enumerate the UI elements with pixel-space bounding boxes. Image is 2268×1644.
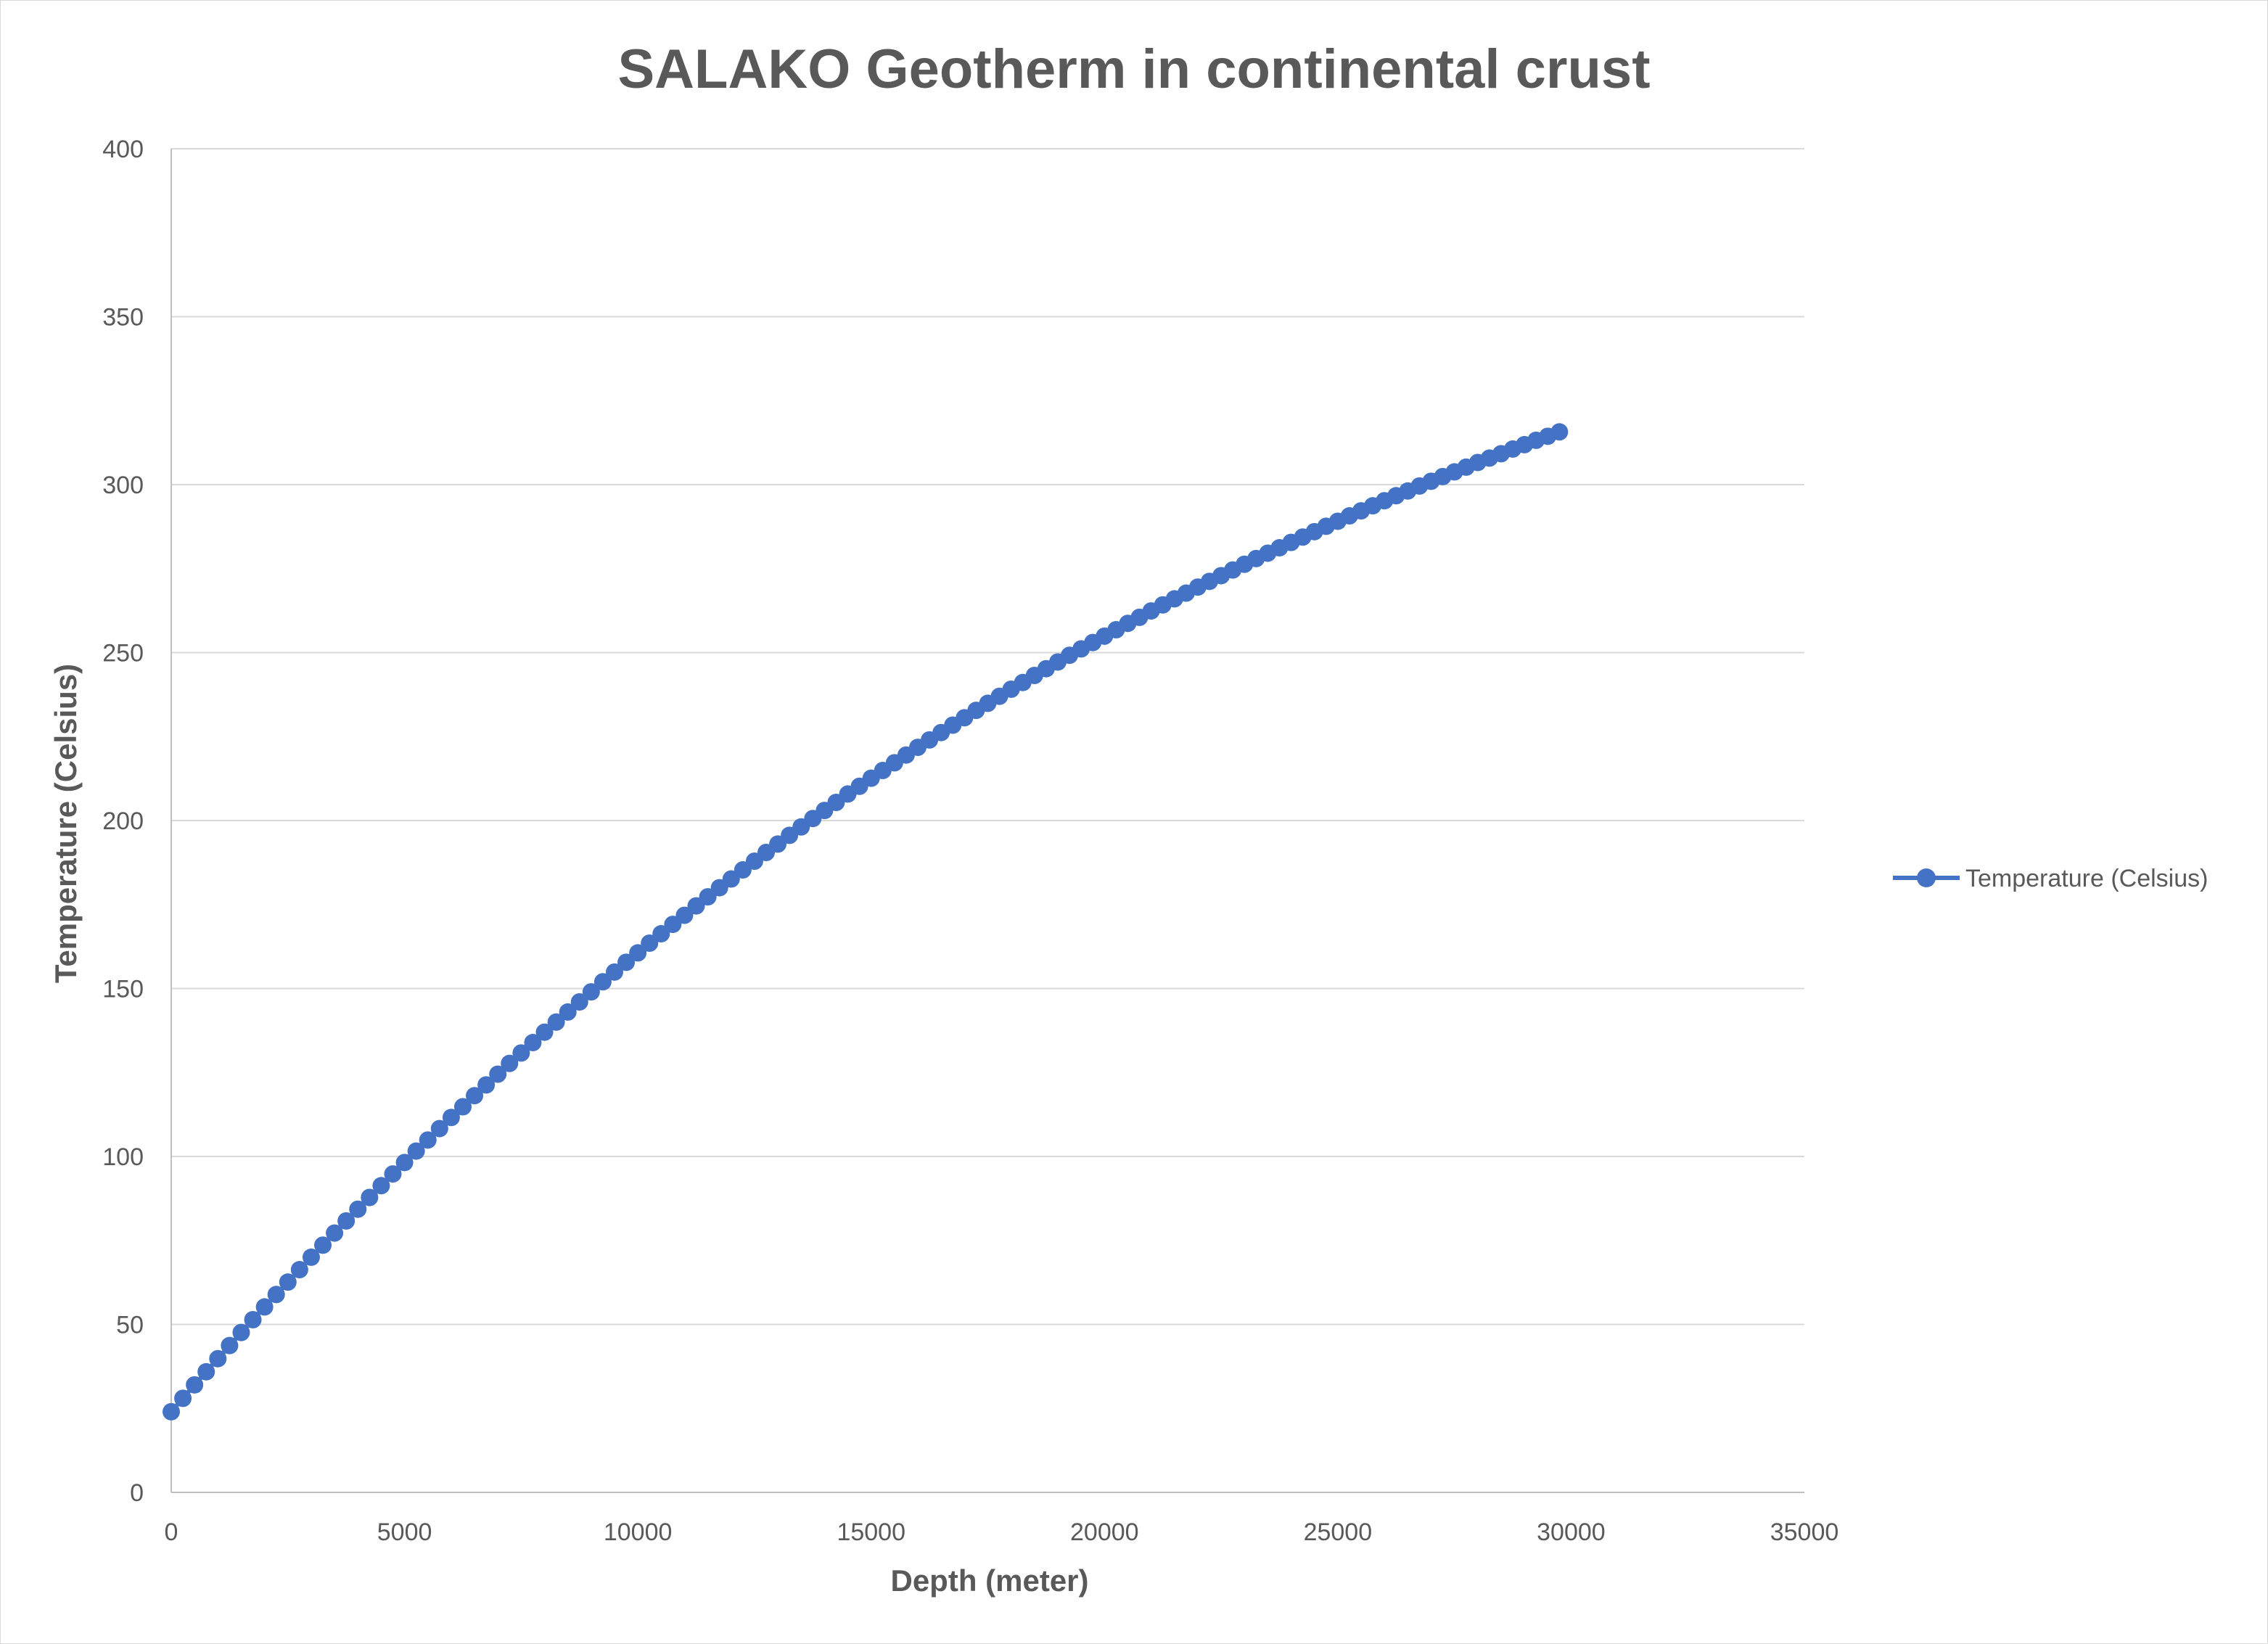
data-point (477, 1076, 496, 1094)
data-point (652, 925, 670, 943)
data-point (593, 973, 612, 991)
x-tick-label: 30000 (1537, 1518, 1606, 1546)
legend: Temperature (Celsius) (1893, 865, 2208, 892)
x-tick-label: 15000 (837, 1518, 905, 1546)
y-tick-label: 150 (102, 976, 144, 1003)
x-tick-label: 35000 (1770, 1518, 1839, 1546)
x-tick-label: 25000 (1304, 1518, 1373, 1546)
legend-marker-icon (1917, 868, 1936, 887)
axes (170, 149, 1804, 1493)
data-point (302, 1248, 320, 1266)
data-point (629, 944, 647, 962)
legend-label: Temperature (Celsius) (1965, 865, 2208, 892)
data-point (349, 1200, 367, 1218)
data-point (174, 1389, 192, 1407)
data-point (255, 1298, 274, 1316)
data-point (197, 1363, 215, 1381)
series-temperature (163, 423, 1569, 1421)
data-point (570, 993, 588, 1011)
data-point (395, 1154, 414, 1172)
data-point (209, 1349, 227, 1368)
data-point (384, 1165, 402, 1183)
data-point (337, 1212, 356, 1230)
data-point (361, 1188, 379, 1207)
data-point (535, 1023, 554, 1041)
data-point (163, 1402, 180, 1421)
y-tick-label: 250 (102, 640, 144, 667)
data-point (489, 1065, 507, 1083)
data-point (314, 1236, 332, 1254)
data-point (512, 1044, 530, 1062)
x-tick-labels: 0 5000 10000 15000 20000 25000 30000 35000 (165, 1518, 1839, 1546)
data-point (290, 1261, 308, 1279)
data-point (267, 1286, 285, 1304)
data-point (419, 1131, 437, 1149)
data-point (430, 1119, 448, 1138)
chart-title: SALAKO Geotherm in continental crust (617, 38, 1650, 100)
data-point (186, 1376, 204, 1394)
series-line (169, 430, 1561, 1413)
data-point (221, 1336, 239, 1355)
data-point (617, 953, 636, 971)
y-tick-label: 350 (102, 304, 144, 332)
data-point (453, 1098, 472, 1116)
data-point (407, 1142, 425, 1160)
x-tick-label: 10000 (604, 1518, 673, 1546)
x-tick-label: 20000 (1070, 1518, 1139, 1546)
data-point (466, 1087, 484, 1105)
data-point (641, 934, 659, 952)
data-point (524, 1034, 542, 1052)
data-point (1550, 423, 1569, 441)
data-point (501, 1054, 519, 1072)
data-point (547, 1013, 565, 1031)
y-tick-label: 400 (102, 136, 144, 163)
y-tick-label: 100 (102, 1143, 144, 1171)
gridlines (171, 148, 1804, 1326)
y-tick-label: 300 (102, 472, 144, 499)
y-tick-label: 200 (102, 807, 144, 835)
data-point (675, 906, 694, 924)
y-tick-label: 50 (116, 1312, 144, 1339)
data-point (279, 1273, 297, 1291)
data-point (442, 1109, 460, 1127)
data-point (244, 1311, 262, 1329)
y-axis-title: Temperature (Celsius) (49, 664, 83, 983)
data-point (605, 963, 623, 981)
data-point (559, 1003, 577, 1021)
data-point (582, 983, 600, 1001)
x-tick-label: 0 (165, 1518, 178, 1546)
data-point (326, 1224, 344, 1242)
y-tick-label: 0 (130, 1479, 144, 1507)
x-axis-title: Depth (meter) (890, 1563, 1088, 1598)
data-point (372, 1177, 390, 1195)
data-point (232, 1323, 250, 1341)
y-tick-labels: 0 50 100 150 200 250 300 350 400 (102, 136, 144, 1507)
x-tick-label: 5000 (377, 1518, 432, 1546)
